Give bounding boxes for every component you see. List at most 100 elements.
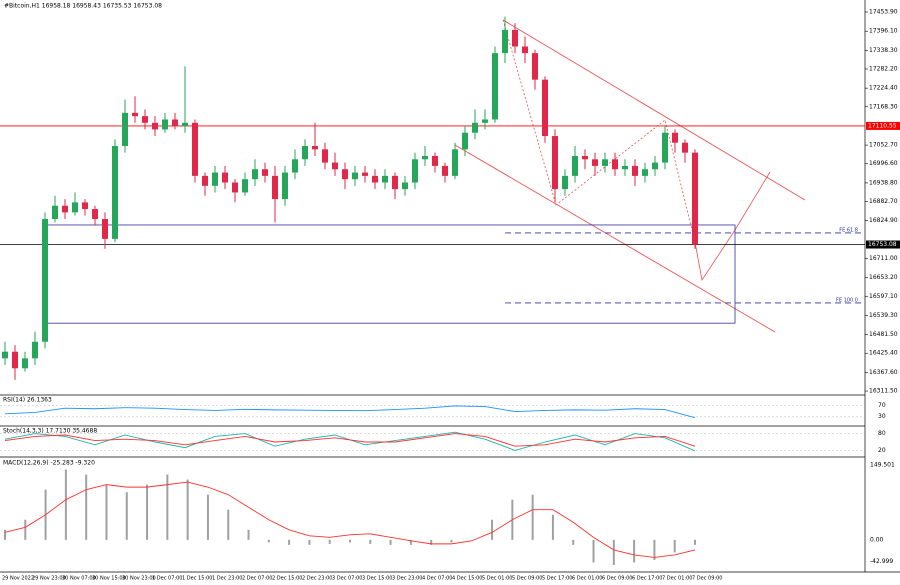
macd-bar <box>206 494 209 540</box>
candle-body <box>152 122 158 130</box>
candle-body <box>32 341 38 359</box>
x-tick-label: 29 Nov 23:00 <box>32 576 66 582</box>
candle-body <box>302 146 308 160</box>
level-label: 17110.55 <box>868 122 897 129</box>
x-tick-label: 30 Nov 23:00 <box>122 576 156 582</box>
y-tick-label: 16425.40 <box>869 350 898 357</box>
candle-body <box>22 358 28 369</box>
header: #Bitcoin,H1 16958.18 16958.43 16735.53 1… <box>4 3 162 10</box>
candle-body <box>352 172 358 180</box>
candle-body <box>692 152 698 245</box>
x-tick-label: 2 Dec 23:00 <box>302 576 332 582</box>
channel-line <box>454 144 776 333</box>
macd-bar <box>288 539 291 545</box>
candle-body <box>292 159 298 173</box>
channel-line <box>502 19 806 201</box>
candle-body <box>172 119 178 127</box>
y-tick-label: 149.501 <box>870 461 895 468</box>
macd-bar <box>24 519 27 540</box>
candle-body <box>162 119 168 130</box>
candle-body <box>432 155 438 166</box>
candle-body <box>672 132 678 143</box>
y-tick-label: 20 <box>878 447 886 454</box>
candle-body <box>572 155 578 176</box>
macd-bar <box>64 469 67 540</box>
macd-bar <box>592 539 595 563</box>
macd-signal <box>4 481 696 558</box>
x-tick-label: 1 Dec 15:00 <box>182 576 212 582</box>
candle-body <box>612 159 618 170</box>
candle-body <box>72 202 78 213</box>
candle-body <box>632 165 638 176</box>
x-tick-label: 4 Dec 07:00 <box>422 576 452 582</box>
macd-bar <box>125 492 128 540</box>
candle-body <box>662 132 668 163</box>
candle-body <box>582 155 588 160</box>
candle-body <box>222 172 228 183</box>
projection <box>694 171 771 282</box>
x-tick-label: 1 Dec 23:00 <box>212 576 242 582</box>
candle-body <box>142 116 148 123</box>
candle-body <box>252 169 258 180</box>
candle-body <box>312 146 318 150</box>
x-tick-label: 2 Dec 15:00 <box>272 576 302 582</box>
macd-bar <box>653 539 656 560</box>
x-tick-label: 2 Dec 07:00 <box>242 576 272 582</box>
panel-title: MACD(12,26,9) -25.283 -9.320 <box>3 460 95 467</box>
x-tick-label: 30 Nov 07:00 <box>62 576 96 582</box>
candle-body <box>12 351 18 369</box>
macd-bar <box>328 539 331 544</box>
y-tick-label: 30 <box>878 413 886 420</box>
y-tick-label: 17052.70 <box>869 142 898 149</box>
macd-bar <box>673 539 676 553</box>
candle-body <box>112 146 118 239</box>
macd-bar <box>409 539 412 545</box>
macd-bar <box>349 539 351 543</box>
y-tick-label: 17282.20 <box>869 65 898 72</box>
y-tick-label: 16882.70 <box>869 198 898 205</box>
macd-bar <box>85 474 88 540</box>
y-tick-label: 16311.50 <box>869 388 898 395</box>
candle-body <box>362 172 368 176</box>
candle-body <box>422 155 428 160</box>
macd-bar <box>633 539 636 563</box>
y-tick-label: 16653.20 <box>869 274 898 281</box>
x-tick-label: 5 Dec 01:00 <box>482 576 512 582</box>
x-tick-label: 29 Nov 2022 <box>2 576 34 582</box>
x-tick-label: 30 Nov 15:00 <box>92 576 126 582</box>
x-tick-label: 3 Dec 15:00 <box>362 576 392 582</box>
y-tick-label: 16597.10 <box>869 293 898 300</box>
candle-body <box>522 46 528 54</box>
x-tick-label: 5 Dec 09:00 <box>512 576 542 582</box>
macd-bar <box>166 474 169 540</box>
x-tick-label: 1 Dec 07:00 <box>152 576 182 582</box>
candle-body <box>262 169 268 176</box>
candle-body <box>682 142 688 153</box>
candle-body <box>282 172 288 200</box>
stoch-line <box>4 433 696 447</box>
candle-body <box>2 351 8 359</box>
fib-label: FE 100.0 <box>836 297 858 303</box>
candle-body <box>652 162 658 170</box>
y-tick-label: 17168.30 <box>869 103 898 110</box>
macd-bar <box>551 514 554 540</box>
x-tick-label: 6 Dec 01:00 <box>572 576 602 582</box>
x-tick-label: 7 Dec 09:00 <box>692 576 722 582</box>
macd-bar <box>146 484 149 540</box>
candle-body <box>212 172 218 186</box>
candle-body <box>62 205 68 213</box>
candle-body <box>372 175 378 183</box>
macd-bar <box>267 539 270 543</box>
candle-body <box>602 159 608 166</box>
candle-body <box>452 149 458 176</box>
candle-body <box>622 165 628 170</box>
x-tick-label: 4 Dec 15:00 <box>452 576 482 582</box>
candle-body <box>532 53 538 80</box>
candle-body <box>392 175 398 190</box>
candle-body <box>52 205 58 219</box>
macd-bar <box>531 494 534 540</box>
candle-body <box>482 119 488 123</box>
candle-body <box>642 169 648 176</box>
candle-body <box>242 179 248 193</box>
